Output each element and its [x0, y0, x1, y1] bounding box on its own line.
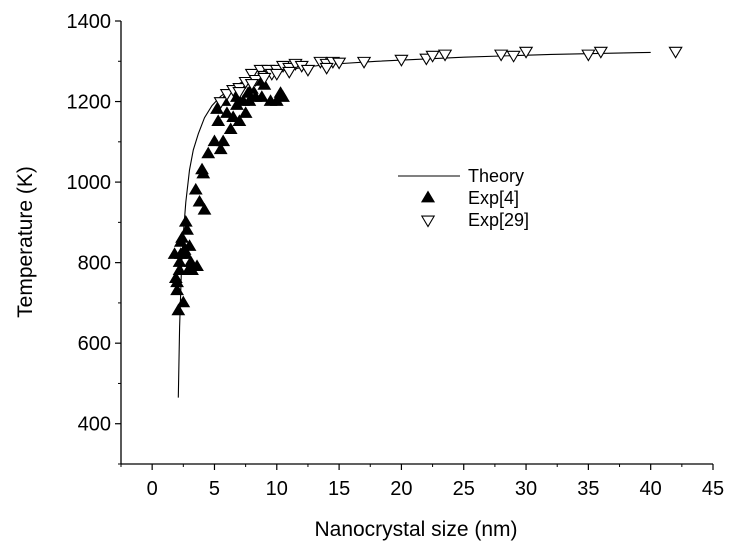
- data-point: [213, 97, 228, 110]
- data-point: [213, 142, 228, 155]
- data-point: [668, 46, 683, 59]
- x-tick-label: 40: [640, 478, 662, 500]
- x-axis-title: Nanocrystal size (nm): [314, 518, 517, 541]
- x-tick-label: 45: [702, 478, 724, 500]
- x-tick-label: 35: [577, 478, 599, 500]
- x-tick-label: 30: [515, 478, 537, 500]
- data-point: [244, 68, 260, 81]
- x-tick-label: 0: [147, 478, 158, 500]
- data-point: [175, 231, 189, 243]
- y-tick-label: 1000: [67, 172, 112, 194]
- x-axis-ticks: 0 5 10 15 20 25 30 35 40 45: [120, 464, 724, 500]
- data-point: [226, 110, 241, 122]
- data-point: [196, 166, 211, 179]
- series-exp-29-: [213, 46, 683, 110]
- y-axis-ticks: 400 600 800 1000 1200 1400: [67, 11, 121, 465]
- x-tick-label: 5: [209, 478, 220, 500]
- data-point: [425, 50, 440, 63]
- data-point: [182, 239, 197, 251]
- data-point: [207, 134, 222, 147]
- plot-axes: [120, 21, 713, 465]
- data-point: [493, 49, 509, 62]
- data-point: [254, 90, 269, 102]
- data-point: [506, 50, 521, 63]
- x-tick-label: 15: [328, 478, 350, 500]
- y-tick-label: 800: [78, 253, 111, 275]
- y-tick-label: 400: [78, 414, 111, 436]
- legend-item-exp-29-: Exp[29]: [420, 210, 529, 230]
- legend-label: Exp[29]: [468, 210, 529, 230]
- data-point: [210, 102, 224, 114]
- data-point: [356, 56, 372, 69]
- legend-item-theory: Theory: [398, 166, 524, 186]
- data-point: [593, 46, 608, 59]
- y-axis-title: Temperature (K): [14, 166, 37, 318]
- x-tick-label: 20: [390, 478, 412, 500]
- x-tick-label: 25: [453, 478, 475, 500]
- data-point: [300, 64, 316, 77]
- data-point: [176, 295, 191, 308]
- data-point: [170, 283, 184, 296]
- y-tick-label: 600: [78, 333, 111, 355]
- data-point: [197, 202, 212, 215]
- legend-item-exp-4-: Exp[4]: [420, 188, 519, 208]
- legend-marker: [420, 215, 436, 228]
- legend-marker: [420, 190, 436, 203]
- data-point: [331, 57, 347, 70]
- y-tick-label: 1200: [67, 92, 112, 114]
- data-point: [220, 106, 234, 118]
- data-point: [188, 182, 203, 195]
- data-point: [230, 98, 244, 110]
- data-point: [171, 303, 186, 316]
- data-point: [244, 78, 260, 91]
- data-point: [183, 255, 198, 267]
- data-point: [437, 49, 453, 62]
- data-point: [216, 134, 231, 147]
- data-point: [223, 122, 238, 135]
- x-tick-label: 10: [266, 478, 288, 500]
- data-point: [518, 46, 534, 59]
- data-point: [211, 114, 226, 126]
- data-point: [232, 87, 247, 100]
- data-point: [192, 194, 207, 207]
- data-point: [173, 247, 188, 259]
- data-point: [319, 62, 334, 75]
- data-point: [241, 86, 256, 98]
- data-point: [238, 106, 253, 118]
- data-point: [178, 215, 193, 227]
- data-point: [282, 66, 297, 79]
- data-point: [394, 54, 409, 67]
- data-point: [172, 263, 187, 275]
- data-point: [581, 49, 596, 62]
- data-point: [257, 72, 272, 85]
- data-point: [172, 255, 187, 267]
- data-point: [219, 89, 235, 102]
- y-tick-label: 1400: [67, 11, 112, 33]
- legend-label: Exp[4]: [468, 188, 519, 208]
- data-point: [170, 275, 184, 288]
- data-point: [232, 114, 247, 126]
- data-point: [201, 146, 216, 159]
- data-point: [269, 68, 284, 81]
- data-point: [276, 90, 290, 102]
- plot-series: [167, 46, 683, 398]
- data-point: [180, 223, 194, 235]
- legend-label: Theory: [468, 166, 524, 186]
